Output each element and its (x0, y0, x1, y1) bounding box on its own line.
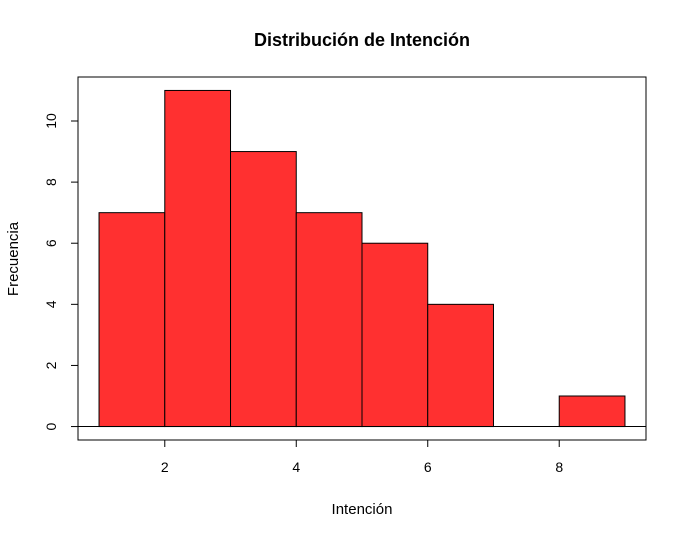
x-tick-label-2: 2 (161, 459, 169, 475)
chart-title: Distribución de Intención (254, 30, 470, 50)
histogram-bar-0 (98, 212, 166, 428)
x-axis: 2 4 6 8 (161, 439, 563, 475)
y-tick-label-0: 0 (43, 422, 59, 430)
y-tick-label-6: 6 (43, 239, 59, 247)
histogram-bar-3 (295, 212, 363, 428)
histogram-bar-1 (164, 89, 232, 428)
x-axis-label: Intención (332, 501, 393, 518)
x-tick-label-4: 4 (292, 459, 300, 475)
histogram-bar-5 (427, 303, 494, 428)
y-tick-label-2: 2 (43, 361, 59, 369)
histogram-bar-2 (230, 151, 297, 428)
y-tick-label-10: 10 (43, 113, 59, 129)
x-tick-label-8: 8 (555, 459, 563, 475)
bars-layer (98, 89, 626, 428)
y-axis-label: Frecuencia (5, 221, 22, 296)
y-axis: 0 2 4 6 8 10 (43, 113, 79, 430)
histogram-bar-4 (361, 242, 429, 428)
histogram-bar-7 (558, 395, 626, 428)
y-tick-label-8: 8 (43, 178, 59, 186)
y-tick-label-4: 4 (43, 300, 59, 308)
x-tick-label-6: 6 (424, 459, 432, 475)
